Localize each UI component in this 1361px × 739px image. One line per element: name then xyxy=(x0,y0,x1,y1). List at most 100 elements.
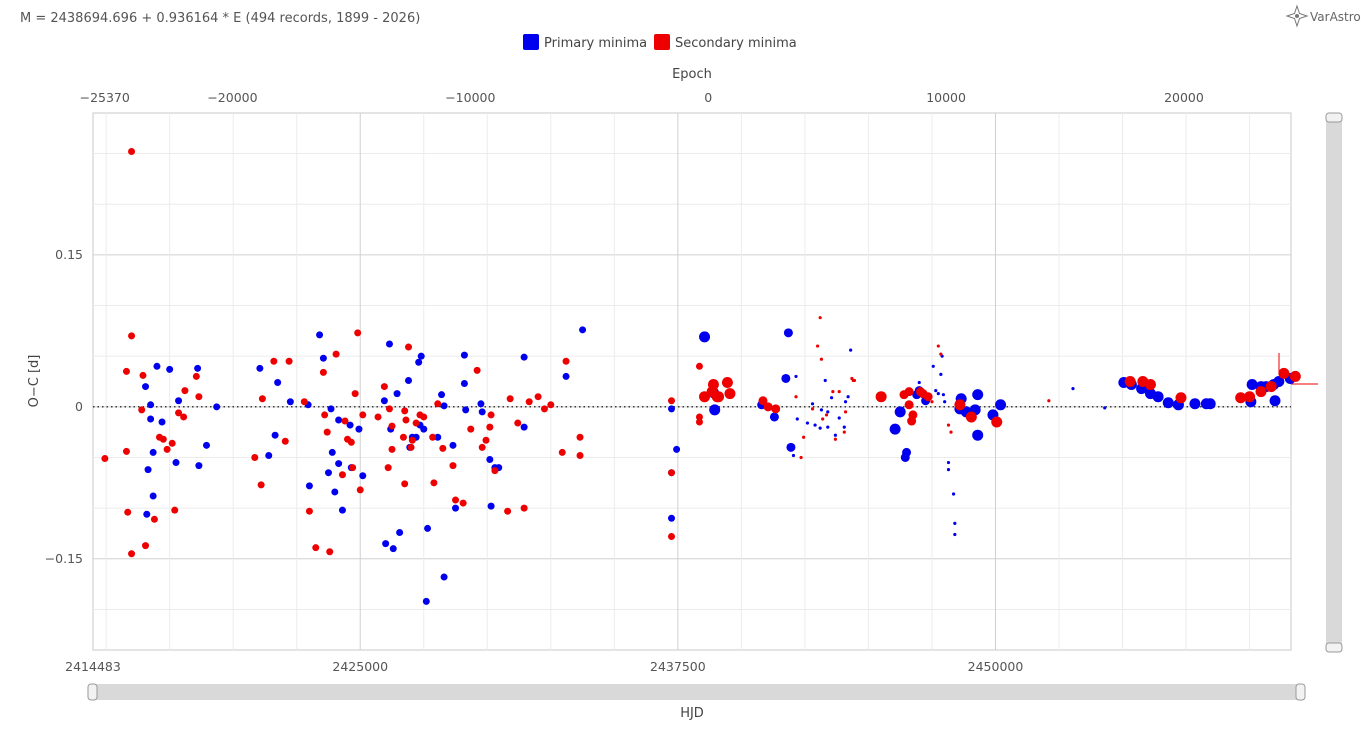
primary-minimum-point xyxy=(153,362,161,370)
secondary-minimum-point xyxy=(356,486,364,494)
primary-minimum-point xyxy=(460,380,468,388)
secondary-minimum-point xyxy=(128,550,136,558)
horizontal-scrollbar-handle-right[interactable] xyxy=(1295,683,1306,701)
secondary-minimum-point xyxy=(821,417,825,421)
secondary-minimum-point xyxy=(408,436,416,444)
primary-minimum-point xyxy=(520,423,528,431)
legend[interactable]: Primary minima Secondary minima xyxy=(523,34,797,51)
primary-minimum-point xyxy=(781,373,791,383)
primary-minimum-point xyxy=(194,364,202,372)
primary-minimum-point xyxy=(382,540,390,548)
primary-minimum-point xyxy=(149,448,157,456)
secondary-minimum-point xyxy=(401,480,409,488)
vertical-scrollbar-handle-bottom[interactable] xyxy=(1325,642,1343,653)
secondary-minimum-point xyxy=(831,390,835,394)
legend-item-secondary[interactable]: Secondary minima xyxy=(654,34,797,51)
x-axis-title: HJD xyxy=(680,706,704,721)
primary-minimum-point xyxy=(843,400,848,404)
secondary-minimum-point xyxy=(430,479,438,487)
horizontal-scrollbar-handle-left[interactable] xyxy=(87,683,98,701)
vertical-zoom-scrollbar[interactable] xyxy=(1325,112,1343,653)
secondary-minimum-point xyxy=(159,435,167,443)
horizontal-zoom-scrollbar[interactable] xyxy=(87,683,1306,701)
secondary-minimum-point xyxy=(452,496,460,504)
primary-minimum-point xyxy=(579,326,587,334)
primary-minimum-point xyxy=(338,506,346,514)
secondary-minimum-point xyxy=(763,402,773,412)
primary-minimum-point xyxy=(405,376,413,384)
primary-minimum-point xyxy=(166,365,174,373)
primary-minimum-point xyxy=(846,395,850,399)
primary-minimum-point xyxy=(175,397,183,405)
primary-minimum-point xyxy=(355,425,363,433)
primary-minimum-point xyxy=(335,460,343,468)
secondary-minimum-point xyxy=(504,507,512,515)
secondary-minimum-point xyxy=(695,362,703,370)
secondary-minimum-point xyxy=(1255,386,1267,398)
secondary-minimum-point xyxy=(816,344,820,348)
secondary-minimum-point xyxy=(139,371,147,379)
primary-minimum-point xyxy=(520,353,528,361)
primary-minimum-point xyxy=(274,379,282,387)
primary-minimum-point xyxy=(396,528,404,536)
primary-minimum-point xyxy=(1269,395,1281,407)
secondary-minimum-point xyxy=(514,419,522,427)
secondary-minimum-point xyxy=(837,390,841,394)
secondary-minimum-point xyxy=(875,391,887,403)
secondary-minimum-point xyxy=(128,148,136,156)
primary-minimum-point xyxy=(833,433,838,437)
secondary-minimum-point xyxy=(285,357,293,365)
primary-minimum-point xyxy=(818,426,822,430)
primary-minimum-point xyxy=(668,514,676,522)
secondary-minimum-point xyxy=(434,400,442,408)
secondary-minimum-point xyxy=(794,395,798,399)
vertical-scrollbar-track[interactable] xyxy=(1326,115,1342,651)
primary-minimum-point xyxy=(380,397,388,405)
secondary-minimum-point xyxy=(388,445,396,453)
secondary-minimum-point xyxy=(402,416,410,424)
secondary-minimum-point xyxy=(668,533,676,541)
legend-item-primary[interactable]: Primary minima xyxy=(523,34,647,51)
secondary-minimum-point xyxy=(824,413,829,417)
current-position-marker xyxy=(1278,353,1318,385)
primary-minimum-point xyxy=(946,468,951,472)
secondary-minimum-point xyxy=(439,444,447,452)
horizontal-scrollbar-track[interactable] xyxy=(92,684,1302,700)
secondary-minimum-point xyxy=(473,366,481,374)
primary-minimum-point xyxy=(265,451,273,459)
secondary-minimum-point xyxy=(181,387,189,395)
primary-minimum-point xyxy=(331,488,339,496)
primary-minimum-point xyxy=(953,532,957,537)
brand-label: VarAstro xyxy=(1310,10,1361,24)
vertical-scrollbar-handle-top[interactable] xyxy=(1325,112,1343,123)
secondary-minimum-point xyxy=(180,413,188,421)
secondary-minimum-point xyxy=(257,481,265,489)
primary-minimum-point xyxy=(417,352,425,360)
secondary-minimum-point xyxy=(491,467,499,475)
primary-minimum-point xyxy=(902,447,912,457)
primary-minimum-point xyxy=(972,389,984,401)
secondary-minimum-point xyxy=(576,433,584,441)
primary-minimum-point xyxy=(462,406,470,414)
secondary-minimum-point xyxy=(802,435,806,439)
data-points xyxy=(101,148,1301,605)
secondary-minimum-point xyxy=(562,357,570,365)
primary-minimum-point xyxy=(422,597,430,605)
secondary-minimum-point xyxy=(1144,379,1156,391)
legend-swatch-secondary xyxy=(654,34,670,50)
primary-minimum-point xyxy=(826,425,830,429)
secondary-minimum-point xyxy=(359,411,367,419)
plot-area[interactable] xyxy=(92,112,1292,651)
secondary-minimum-point xyxy=(101,455,109,463)
primary-minimum-point xyxy=(486,456,494,464)
secondary-minimum-point xyxy=(349,464,357,472)
secondary-minimum-point xyxy=(843,410,848,414)
primary-minimum-point xyxy=(147,415,155,423)
epoch-tick-label: −25370 xyxy=(80,90,130,105)
secondary-minimum-point xyxy=(799,455,803,460)
x-axis-ticks: 2414483 2425000 2437500 2450000 xyxy=(65,659,1023,674)
primary-minimum-point xyxy=(147,401,155,409)
x-tick-label: 2414483 xyxy=(65,659,121,674)
secondary-minimum-point xyxy=(1265,381,1277,393)
secondary-minimum-point xyxy=(405,343,413,351)
